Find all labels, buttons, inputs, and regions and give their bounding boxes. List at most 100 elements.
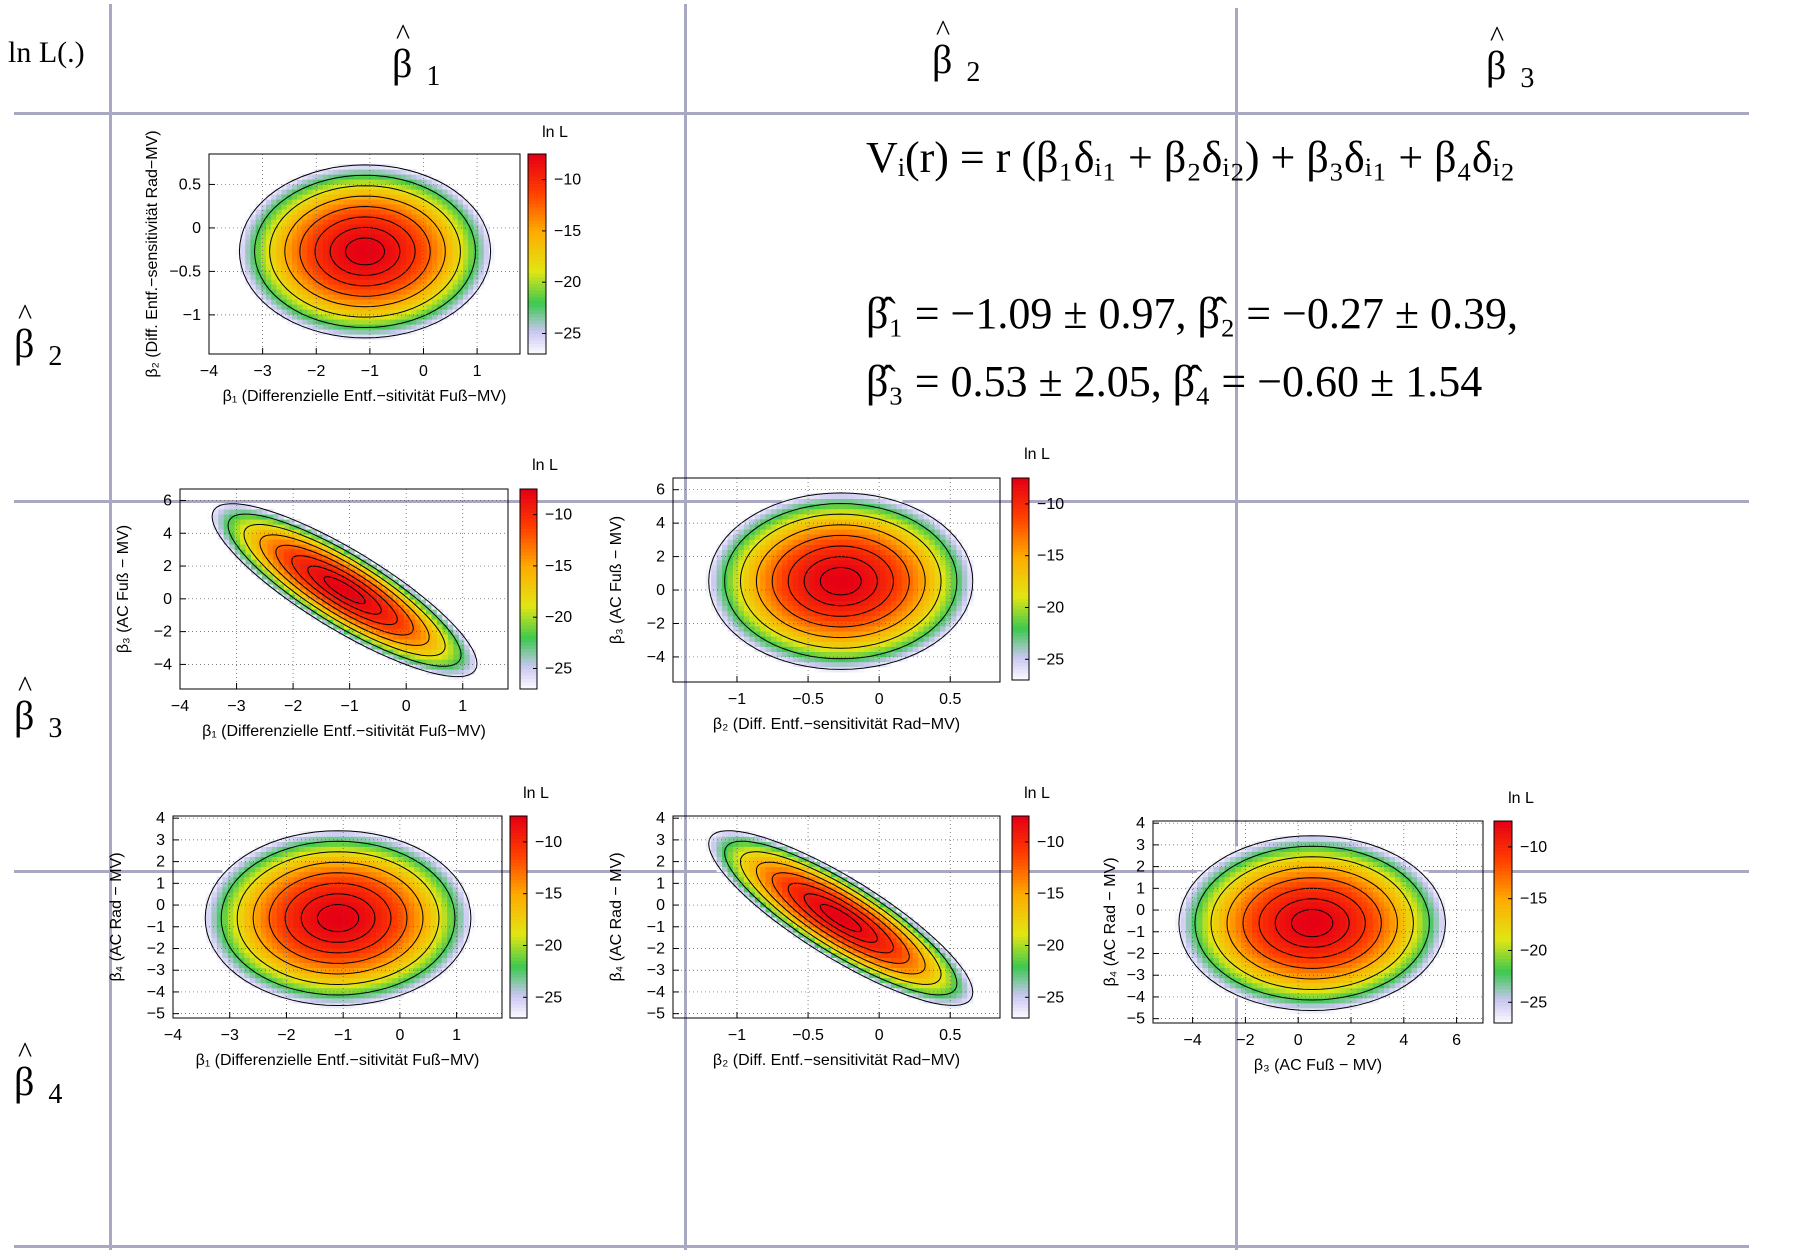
heatmap-cell xyxy=(447,239,454,245)
colorbar-segment xyxy=(1012,666,1029,671)
heatmap-cell xyxy=(760,585,767,591)
heatmap-cell xyxy=(405,244,412,250)
heatmap-cell xyxy=(370,866,377,873)
heatmap-cell xyxy=(836,625,843,632)
heatmap-cell xyxy=(354,259,360,265)
heatmap-cell xyxy=(760,529,767,535)
heatmap-cell xyxy=(288,977,295,984)
heatmap-cell xyxy=(416,179,423,185)
heatmap-cell xyxy=(337,927,344,933)
heatmap-cell xyxy=(743,605,750,612)
heatmap-cell xyxy=(732,564,739,571)
heatmap-cell xyxy=(447,304,454,310)
heatmap-cell xyxy=(294,539,301,545)
x-axis-label: β₁ (Differenzielle Entf.−sitivität Fuß−M… xyxy=(202,723,486,740)
heatmap-cell xyxy=(727,529,734,535)
heatmap-cell xyxy=(240,559,247,565)
heatmap-cell xyxy=(765,590,772,596)
heatmap-cell xyxy=(376,599,383,605)
heatmap-cell xyxy=(863,600,870,607)
heatmap-cell xyxy=(260,244,267,250)
heatmap-cell xyxy=(431,284,438,290)
heatmap-cell xyxy=(945,610,952,617)
heatmap-cell xyxy=(315,866,322,873)
heatmap-cell xyxy=(940,523,947,530)
heatmap-cell xyxy=(820,600,827,607)
heatmap-cell xyxy=(825,666,832,673)
heatmap-cell xyxy=(760,518,767,525)
heatmap-cell xyxy=(940,569,947,576)
heatmap-cell xyxy=(447,259,454,265)
heatmap-cell xyxy=(267,519,274,525)
contour-line xyxy=(227,513,462,667)
heatmap-cell xyxy=(798,600,805,607)
heatmap-cell xyxy=(212,529,219,535)
heatmap-cell xyxy=(405,289,412,295)
colorbar-segment xyxy=(520,612,537,617)
heatmap-cell xyxy=(327,589,334,595)
heatmap-cell xyxy=(364,846,371,852)
heatmap-cell xyxy=(765,513,772,520)
heatmap-cell xyxy=(278,549,285,555)
heatmap-cell xyxy=(233,932,240,938)
heatmap-cell xyxy=(271,239,277,245)
heatmap-cell xyxy=(852,605,859,612)
heatmap-cell xyxy=(738,595,745,601)
heatmap-cell xyxy=(342,841,350,847)
heatmap-cell xyxy=(442,289,449,295)
heatmap-cell xyxy=(369,329,376,335)
heatmap-cell xyxy=(841,534,848,540)
heatmap-cell xyxy=(765,585,772,591)
heatmap-cell xyxy=(322,539,329,545)
heatmap-cell xyxy=(403,896,410,903)
heatmap-cell xyxy=(912,636,919,642)
heatmap-cell xyxy=(302,174,309,180)
heatmap-cell xyxy=(316,549,323,555)
heatmap-cell xyxy=(426,644,433,650)
heatmap-cell xyxy=(841,580,848,586)
heatmap-cell xyxy=(288,871,295,878)
heatmap-cell xyxy=(732,554,739,561)
heatmap-cell xyxy=(787,631,794,637)
heatmap-cell xyxy=(260,264,267,270)
heatmap-cell xyxy=(782,544,789,550)
heatmap-cell xyxy=(798,544,805,550)
colorbar-segment xyxy=(520,522,537,527)
heatmap-cell xyxy=(240,249,246,255)
heatmap-cell xyxy=(360,574,367,580)
heatmap-cell xyxy=(310,937,317,943)
heatmap-cell xyxy=(374,279,381,285)
heatmap-cell xyxy=(271,199,277,205)
heatmap-cell xyxy=(437,259,443,265)
heatmap-cell xyxy=(338,259,345,265)
heatmap-cell xyxy=(250,279,257,285)
heatmap-cell xyxy=(328,204,334,210)
heatmap-cell xyxy=(858,595,865,601)
heatmap-cell xyxy=(218,514,225,520)
contour-line xyxy=(253,174,476,329)
heatmap-cell xyxy=(820,518,827,525)
heatmap-cell xyxy=(896,646,903,652)
heatmap-cell xyxy=(749,539,756,545)
colorbar-tick-label: −15 xyxy=(1037,548,1064,565)
heatmap-cell xyxy=(940,554,947,561)
heatmap-cell xyxy=(716,559,723,566)
heatmap-cell xyxy=(814,605,821,612)
heatmap-cell xyxy=(260,972,267,979)
heatmap-cell xyxy=(381,906,388,913)
heatmap-cell xyxy=(961,610,968,617)
contour-line xyxy=(269,185,461,318)
heatmap-cell xyxy=(803,600,810,607)
colorbar-segment xyxy=(528,214,546,218)
heatmap-cell xyxy=(276,214,283,220)
heatmap-cell xyxy=(332,972,339,979)
heatmap-cell xyxy=(317,314,324,320)
heatmap-cell xyxy=(255,881,262,888)
heatmap-cell xyxy=(371,649,378,655)
heatmap-cell xyxy=(880,503,887,510)
heatmap-cell xyxy=(420,594,427,600)
heatmap-cell xyxy=(211,891,218,898)
heatmap-cell xyxy=(901,559,908,566)
heatmap-cell xyxy=(961,559,968,566)
colorbar-segment xyxy=(528,194,546,198)
